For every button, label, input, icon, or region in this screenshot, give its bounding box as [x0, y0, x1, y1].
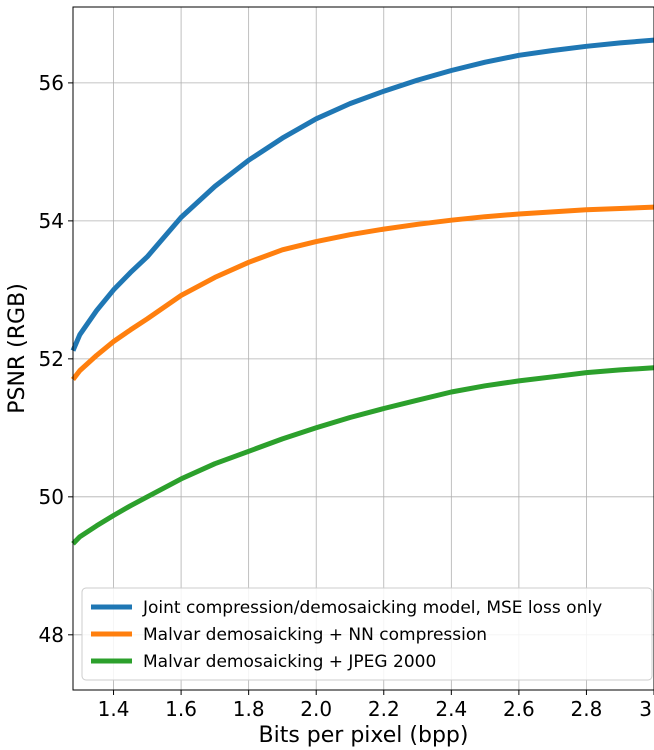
- y-tick-label: 54: [39, 209, 64, 233]
- y-tick-label: 56: [39, 71, 64, 95]
- x-tick-label: 3: [639, 697, 652, 721]
- legend-label: Malvar demosaicking + JPEG 2000: [143, 652, 436, 672]
- legend-label: Malvar demosaicking + NN compression: [143, 625, 487, 645]
- legend: Joint compression/demosaicking model, MS…: [81, 587, 653, 681]
- x-tick-label: 1.4: [98, 697, 130, 721]
- legend-box: [81, 587, 653, 681]
- plot-frame: [72, 6, 654, 691]
- series-line-2: [71, 204, 654, 382]
- x-tick-label: 1.8: [233, 697, 265, 721]
- x-tick-label: 2.6: [503, 697, 535, 721]
- y-tick-label: 48: [39, 623, 64, 647]
- x-tick-label: 2.2: [368, 697, 400, 721]
- y-axis-label: PSNR (RGB): [5, 283, 30, 414]
- x-axis-label: Bits per pixel (bpp): [259, 723, 469, 748]
- x-tick-label: 2.8: [571, 697, 603, 721]
- y-tick-label: 52: [39, 347, 64, 371]
- series-line-3: [71, 365, 654, 546]
- series-line-1: [70, 37, 654, 352]
- y-tick-label: 50: [39, 485, 64, 509]
- y-axis-ticks: 48 50 52 54 56: [39, 71, 73, 647]
- legend-label: Joint compression/demosaicking model, MS…: [142, 598, 602, 618]
- x-tick-label: 2.0: [300, 697, 332, 721]
- x-tick-label: 2.4: [435, 697, 467, 721]
- grid-lines: [73, 7, 654, 690]
- x-axis-ticks: 1.4 1.6 1.8 2.0 2.2 2.4 2.6 2.8 3: [98, 690, 654, 721]
- x-tick-label: 1.6: [165, 697, 197, 721]
- series-lines: [70, 37, 654, 546]
